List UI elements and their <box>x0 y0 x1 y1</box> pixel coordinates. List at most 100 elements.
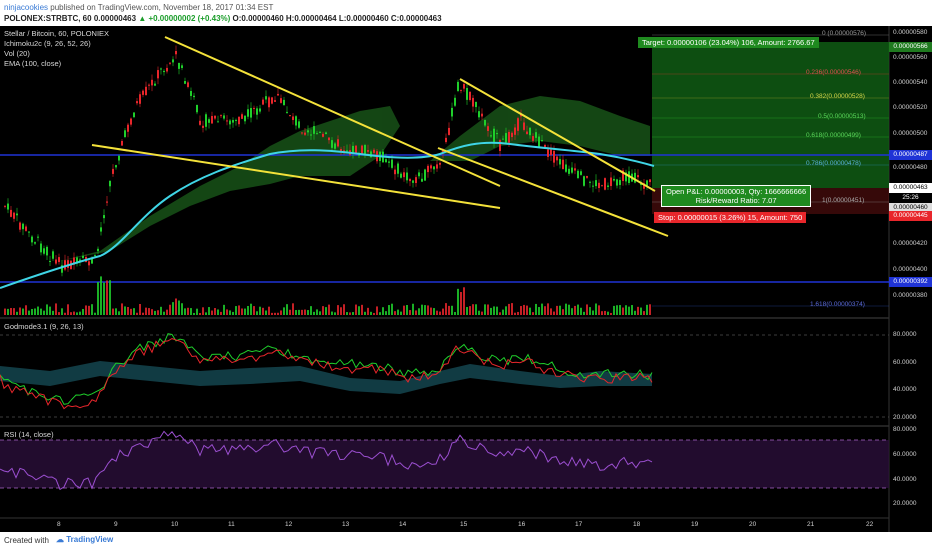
candle-body <box>526 131 528 135</box>
volume-bar <box>295 310 297 315</box>
fib-label: 0.5(0.00000513) <box>818 113 866 120</box>
candle-body <box>55 259 57 264</box>
volume-bar <box>148 308 150 315</box>
volume-bar <box>277 312 279 315</box>
candle-body <box>97 248 99 252</box>
candle-body <box>337 139 339 147</box>
candle-body <box>529 127 531 136</box>
candle-body <box>52 251 54 259</box>
ichimoku-cloud <box>60 96 650 261</box>
volume-bar <box>82 308 84 315</box>
legend-ema[interactable]: EMA (100, close) <box>4 59 62 68</box>
candle-body <box>364 145 366 155</box>
candle-body <box>130 118 132 125</box>
volume-bar <box>616 305 618 315</box>
volume-bar <box>130 308 132 315</box>
candle-body <box>49 260 51 262</box>
candle-body <box>151 79 153 86</box>
candle-body <box>10 209 12 217</box>
candle-body <box>271 97 273 104</box>
volume-bar <box>301 309 303 315</box>
volume-bar <box>220 311 222 315</box>
stop-note[interactable]: Stop: 0.00000015 (3.26%) 15, Amount: 750 <box>654 212 807 223</box>
volume-bar <box>427 305 429 315</box>
candle-body <box>619 180 621 185</box>
volume-bar <box>574 305 576 315</box>
candle-body <box>286 111 288 113</box>
volume-bar <box>256 311 258 315</box>
volume-bar <box>127 307 129 315</box>
volume-bar <box>91 304 93 315</box>
legend-ichimoku[interactable]: Ichimoku2c (9, 26, 52, 26) <box>4 39 91 48</box>
volume-bar <box>556 305 558 315</box>
candle-body <box>607 185 609 187</box>
volume-bar <box>43 310 45 315</box>
candle-body <box>217 121 219 123</box>
candle-body <box>523 122 525 130</box>
chart-area[interactable]: Stellar / Bitcoin, 60, POLONIEX Ichimoku… <box>0 26 932 532</box>
chart-canvas[interactable] <box>0 26 932 532</box>
volume-bar <box>46 304 48 315</box>
volume-bar <box>595 303 597 315</box>
legend-vol[interactable]: Vol (20) <box>4 49 30 58</box>
candle-body <box>250 108 252 118</box>
volume-bar <box>412 303 414 315</box>
current2-tag: 0.00000460 <box>889 203 932 213</box>
volume-bar <box>316 309 318 315</box>
candle-body <box>601 185 603 187</box>
candle-body <box>622 170 624 182</box>
volume-bar <box>40 308 42 315</box>
volume-bar <box>421 304 423 315</box>
time-tick: 18 <box>633 521 641 528</box>
rsi-tick: 40.0000 <box>893 476 917 483</box>
volume-bar <box>622 307 624 315</box>
volume-bar <box>157 310 159 315</box>
candle-body <box>259 108 261 112</box>
candle-body <box>511 132 513 138</box>
candle-body <box>460 89 462 91</box>
volume-bar <box>475 304 477 315</box>
volume-bar <box>607 311 609 315</box>
symbol-ohlc: POLONEX:STRBTC, 60 0.00000463 ▲ +0.00000… <box>4 14 442 23</box>
candle-body <box>73 257 75 265</box>
candle-body <box>100 227 102 232</box>
legend-godmode[interactable]: Godmode3.1 (9, 26, 13) <box>4 322 84 331</box>
volume-bar <box>502 309 504 315</box>
candle-body <box>454 97 456 106</box>
time-tick: 22 <box>866 521 874 528</box>
volume-bar <box>604 310 606 315</box>
volume-bar <box>199 312 201 315</box>
open-pl-note[interactable]: Open P&L: 0.00000003, Qty: 1666666666 Ri… <box>661 185 812 207</box>
price-tick: 0.00000520 <box>893 104 928 111</box>
author-link[interactable]: ninjacookies <box>4 3 49 12</box>
candle-body <box>202 125 204 128</box>
volume-bar <box>49 306 51 315</box>
godmode-pane <box>0 333 889 418</box>
volume-bar <box>400 311 402 315</box>
volume-bar <box>205 312 207 315</box>
volume-bar <box>37 306 39 315</box>
volume-bar <box>64 312 66 315</box>
candle-body <box>43 248 45 254</box>
volume-bar <box>154 310 156 315</box>
candle-body <box>361 145 363 155</box>
candle-body <box>241 114 243 119</box>
candle-body <box>571 167 573 173</box>
candle-body <box>178 62 180 69</box>
volume-bar <box>619 305 621 315</box>
candle-body <box>502 138 504 140</box>
volume-bar <box>145 307 147 315</box>
candle-body <box>334 143 336 149</box>
volume-bar <box>499 312 501 315</box>
target-note[interactable]: Target: 0.00000106 (23.04%) 106, Amount:… <box>638 37 819 48</box>
volume-bar <box>190 308 192 315</box>
volume-bar <box>139 303 141 315</box>
level-487-tag: 0.00000487 <box>889 150 932 160</box>
volume-bar <box>253 306 255 315</box>
volume-bar <box>373 312 375 315</box>
volume-bar <box>22 308 24 315</box>
tradingview-logo[interactable]: ☁ TradingView <box>56 535 114 544</box>
candle-body <box>442 149 444 153</box>
legend-rsi[interactable]: RSI (14, close) <box>4 430 54 439</box>
candle-body <box>556 156 558 161</box>
